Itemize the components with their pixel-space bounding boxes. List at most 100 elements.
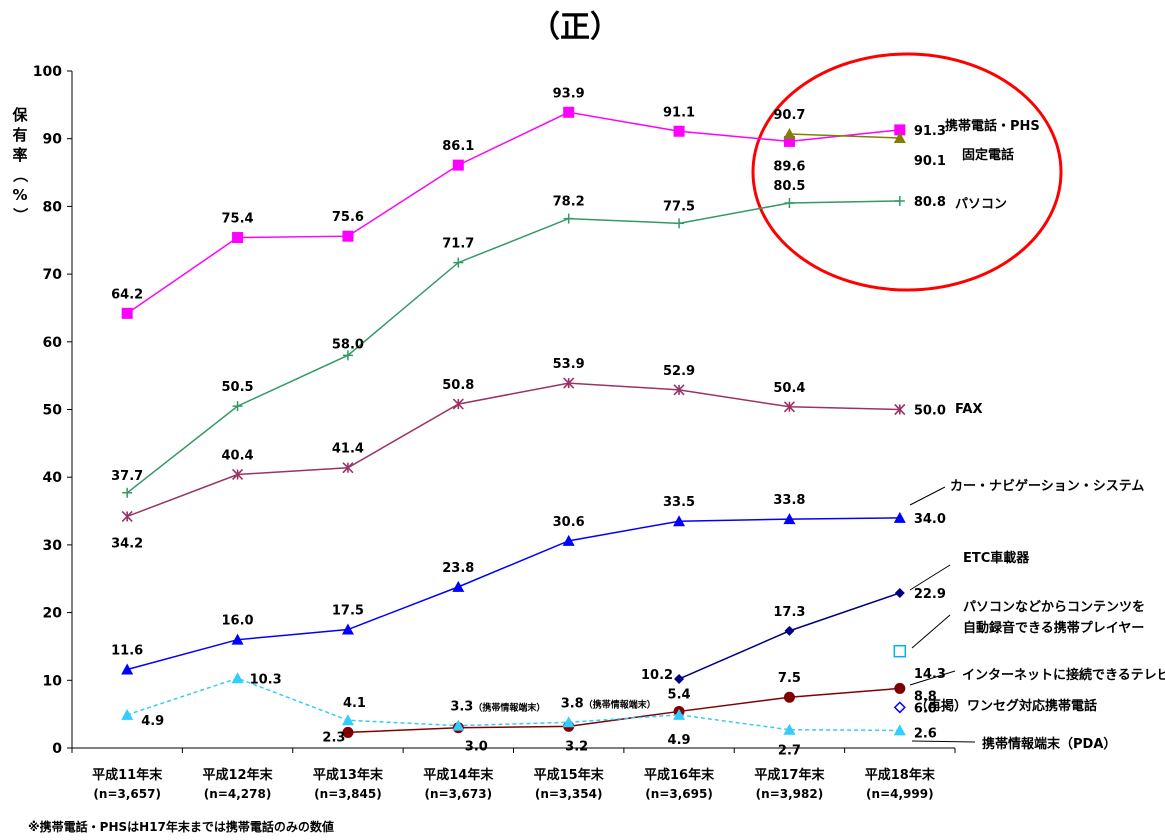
data-label: 64.2 [111,287,143,302]
data-label: 52.9 [663,364,695,379]
y-axis-label: 保有率 （% ） [11,106,29,223]
highlight-circle [751,52,1063,292]
data-point [121,307,133,319]
y-axis-label-char: % [12,186,27,204]
data-point [232,232,244,244]
data-point [231,468,244,481]
data-label: 34.2 [111,536,143,551]
y-axis-label-char: 保 [11,106,28,124]
data-label: 4.9 [668,733,691,748]
data-point [563,377,575,389]
series-name-label: カー・ナビゲーション・システム [950,478,1144,494]
data-point [893,644,907,658]
x-tick-label: 平成15年末 [534,767,605,783]
data-point [452,719,465,731]
y-tick-label: 10 [43,673,63,689]
data-label: 11.6 [111,643,143,658]
leader-line [909,564,951,591]
data-label: 16.0 [222,614,254,629]
data-label: 71.7 [442,237,474,252]
data-point [674,673,685,684]
data-label: 89.6 [773,159,805,174]
leader-line [911,614,951,649]
data-label: 86.1 [442,139,474,154]
data-label: 6.0 [914,701,937,716]
series-line [126,111,900,314]
footnote: ※携帯電話・PHSはH17年末までは携帯電話のみの数値 [28,820,334,834]
x-tick-label: 平成13年末 [313,767,384,783]
y-tick-label: 50 [43,403,63,419]
data-point [674,218,685,229]
leader-line [909,486,946,506]
data-point [121,510,133,523]
data-label: 3.3（携帯情報端末） [450,700,545,715]
y-tick-label: 100 [33,64,62,80]
data-point [452,580,465,592]
y-tick-label: 90 [43,132,63,148]
y-axis-label-char: 率 [12,146,27,164]
data-label: 50.0 [914,404,946,419]
data-label: 2.3 [322,730,345,745]
data-label: 50.5 [222,380,254,395]
y-axis-label-char: （ [11,167,29,182]
data-point [893,701,906,714]
x-tick-sublabel: (n=3,657) [93,787,161,801]
data-point [894,195,905,206]
data-label: 4.9 [141,714,164,729]
leader-line [909,670,956,686]
data-point [783,513,796,525]
x-tick-sublabel: (n=3,354) [535,787,603,801]
data-point [783,135,795,147]
series-6 [893,644,907,658]
data-label: 53.9 [553,357,585,372]
data-label-note: （携帯情報端末） [584,698,656,710]
series-name-label: 自動録音できる携帯プレイヤー [963,620,1144,636]
data-point [231,633,244,645]
data-point [563,213,574,224]
data-point [893,132,906,144]
data-point [342,230,354,242]
series-0 [121,106,906,319]
y-tick-label: 70 [43,267,63,283]
y-tick-label: 60 [43,335,63,351]
x-tick-sublabel: (n=3,673) [425,787,493,801]
y-tick-label: 20 [43,606,63,622]
series-1 [783,127,906,144]
data-point [342,462,354,474]
data-label: 50.4 [773,381,805,396]
data-point [894,587,905,598]
series-line [126,677,900,732]
data-label: 2.6 [914,726,937,741]
data-label: 91.3 [914,124,946,139]
data-label: 17.3 [773,605,805,620]
data-label: 77.5 [663,199,695,214]
x-tick-label: 平成17年末 [754,767,825,783]
data-label: 93.9 [553,86,585,101]
data-label: 10.2 [641,668,673,683]
data-point [232,401,243,412]
data-label: 10.3 [250,672,282,687]
leader-line [911,740,976,743]
data-label: 78.2 [553,195,585,210]
data-label: 22.9 [914,587,946,602]
x-tick-sublabel: (n=4,999) [866,787,934,801]
data-point [122,487,133,498]
series-5 [674,587,905,684]
series-9 [121,672,906,736]
data-point [563,106,575,118]
y-axis-label-char: 有 [12,126,27,144]
series-name-label: FAX [955,402,982,417]
series-line [126,200,900,494]
data-label: 41.4 [332,442,364,457]
series-lines [121,106,907,738]
data-label: 5.4 [668,687,691,702]
data-label: 40.4 [222,448,254,463]
data-label: 33.8 [773,493,805,508]
x-tick-label: 平成12年末 [203,767,274,783]
data-label: 33.5 [663,495,695,510]
data-label: 50.8 [442,378,474,393]
series-name-label: パソコンなどからコンテンツを [963,600,1145,615]
y-tick-label: 80 [43,199,63,215]
data-label: 90.1 [914,154,946,169]
